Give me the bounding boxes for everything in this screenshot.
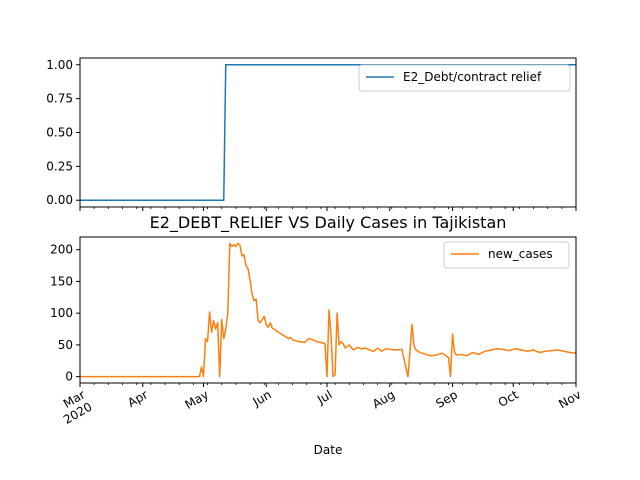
bottom-y-tick-label: 0 [65,370,73,384]
top-y-tick-label: 0.75 [46,92,73,106]
bottom-legend: new_cases [443,241,570,269]
bottom-series-group [80,242,577,378]
bottom-y-tick-label: 50 [58,338,73,352]
top-chart: 0.00 0.25 0.50 0.75 1.00 E2_Debt/contract re… [46,57,577,211]
bottom-y-axis: 0 50 100 150 200 [50,243,80,384]
bottom-y-tick-label: 150 [50,274,73,288]
bottom-legend-label: new_cases [488,247,553,261]
bottom-x-tick-label: Jul [314,387,334,407]
top-y-tick-label: 1.00 [46,58,73,72]
x-axis-label: Date [314,443,343,457]
bottom-y-tick-label: 200 [50,243,73,257]
top-y-tick-label: 0.25 [46,159,73,173]
bottom-legend-box [443,241,570,269]
top-legend-label: E2_Debt/contract relief [403,70,542,84]
top-x-axis [79,207,577,211]
top-y-tick-label: 0.50 [46,126,73,140]
bottom-x-tick-label-line: Jul [314,387,334,407]
bottom-axes-frame [79,236,577,384]
top-y-axis: 0.00 0.25 0.50 0.75 1.00 [46,58,80,207]
bottom-y-tick-label: 100 [50,306,73,320]
top-legend: E2_Debt/contract relief [358,64,571,92]
chart-title: E2_DEBT_RELIEF VS Daily Cases in Tajikis… [150,213,507,233]
bottom-series-line [80,242,577,378]
top-y-tick-label: 0.00 [46,193,73,207]
top-legend-box [358,64,571,92]
